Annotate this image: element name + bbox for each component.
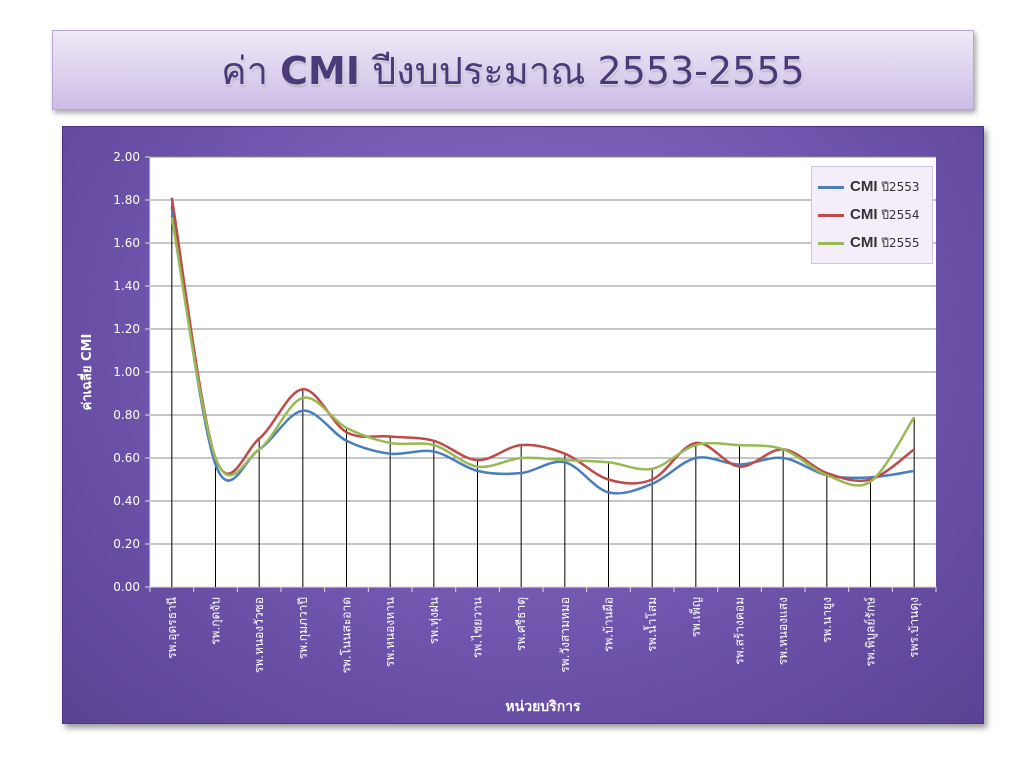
legend-label-year: ปี2555 (877, 235, 920, 250)
page-title: ค่า CMI ปีงบประมาณ 2553-2555 (221, 40, 804, 101)
title-banner: ค่า CMI ปีงบประมาณ 2553-2555 (52, 30, 974, 110)
y-tick-label: 1.00 (113, 365, 140, 379)
x-tick-label: รพ.นายูง (820, 597, 835, 643)
legend-label: CMI ปี2555 (850, 234, 919, 253)
y-axis-title: ค่าเฉลี่ย CMI (77, 334, 95, 411)
legend-swatch (818, 185, 844, 189)
x-tick-label: รพ.บ้านผือ (602, 597, 616, 652)
x-tick-label: รพ.หนองวัวซอ (252, 597, 266, 673)
line-chart: 0.00 0.20 0.40 0.60 0.80 1.00 1.20 1.40 1.60 1.80… (77, 150, 937, 715)
y-tick-label: 0.00 (113, 580, 140, 594)
x-tick-label: รพ.กุดจับ (209, 597, 224, 645)
x-tick-label: รพร.บ้านดุง (907, 597, 922, 658)
y-tick-label: 0.40 (113, 494, 140, 508)
chart-legend: CMI ปี2553 CMI ปี2554 CMI ปี2555 (811, 166, 933, 264)
legend-label-bold: CMI (850, 205, 878, 223)
legend-label-bold: CMI (850, 233, 878, 251)
title-suffix: ปีงบประมาณ 2553-2555 (372, 48, 805, 93)
x-axis-title: หน่วยบริการ (505, 699, 581, 715)
legend-label-year: ปี2554 (877, 207, 920, 222)
x-tick-label: รพ.อุดรธานี (165, 597, 180, 659)
series-line-3 (170, 216, 916, 487)
x-tick-label: รพ.กุมภวาปี (296, 597, 311, 659)
legend-swatch (818, 213, 844, 217)
y-tick-label: 0.80 (113, 408, 140, 422)
x-tick-label: รพ.ไชยวาน (471, 597, 485, 658)
legend-entry: CMI ปี2553 (818, 177, 919, 197)
x-tick-label: รพ.ทุ่งฝน (427, 597, 442, 644)
legend-label: CMI ปี2554 (850, 206, 919, 225)
x-tick-label: รพ.น้ำโสม (643, 597, 659, 652)
y-tick-label: 1.80 (113, 193, 140, 207)
x-tick-label: รพ.โนนสะอาด (340, 597, 354, 674)
y-tick-label: 1.60 (113, 236, 140, 250)
x-tick-label: รพ.วังสามหมอ (558, 597, 572, 673)
legend-swatch (818, 241, 844, 245)
x-tick-label: รพ.หนองแสง (776, 597, 790, 665)
y-tick-label: 1.20 (113, 322, 140, 336)
y-tick-label: 2.00 (113, 150, 140, 164)
legend-label-year: ปี2553 (877, 179, 920, 194)
x-tick-label: รพ.หนองหาน (383, 597, 397, 667)
chart-panel: 0.00 0.20 0.40 0.60 0.80 1.00 1.20 1.40 1.60 1.80… (62, 126, 984, 724)
legend-label-bold: CMI (850, 177, 878, 195)
title-prefix: ค่า (221, 48, 269, 93)
title-bold: CMI (280, 48, 360, 93)
x-tick-label: รพ.พิบูลย์รักษ์ (864, 597, 879, 667)
x-tick-label: รพ.เพ็ญ (688, 597, 703, 637)
y-tick-label: 0.60 (113, 451, 140, 465)
legend-entry: CMI ปี2554 (818, 205, 919, 225)
legend-label: CMI ปี2553 (850, 178, 919, 197)
x-tick-label: รพ.ศรีธาตุ (514, 597, 529, 651)
x-tick-label: รพ.สร้างคอม (733, 597, 747, 665)
y-tick-label: 0.20 (113, 537, 140, 551)
y-tick-label: 1.40 (113, 279, 140, 293)
legend-entry: CMI ปี2555 (818, 233, 919, 253)
